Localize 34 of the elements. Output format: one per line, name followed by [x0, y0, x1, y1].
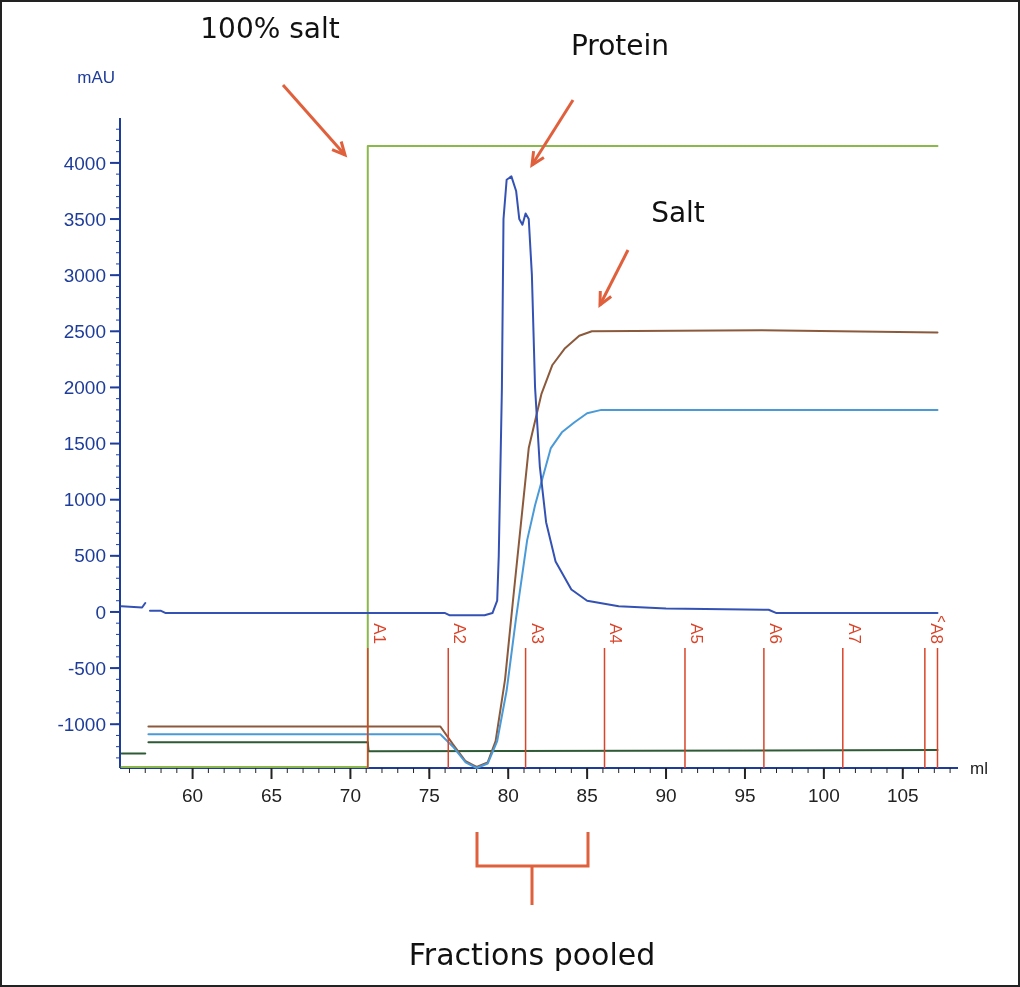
y-tick-label: 2500 — [63, 320, 106, 342]
text: Protein — [570, 29, 670, 62]
x-tick-label: 80 — [497, 785, 519, 806]
y-tick-label: 4000 — [63, 152, 106, 174]
y-tick-label: 1500 — [63, 433, 106, 455]
x-tick-label: 90 — [655, 785, 677, 806]
y-tick-label: 2000 — [63, 377, 106, 399]
x-tick-label: 85 — [576, 785, 598, 806]
ref-line-label: A2 — [450, 623, 470, 644]
ref-line-label: A5 — [686, 623, 706, 644]
y-tick-label: -1000 — [57, 713, 106, 735]
ref-line-label: A1 — [369, 623, 389, 644]
ref-line-label: A3 — [527, 623, 547, 644]
x-tick-label: 60 — [182, 785, 204, 806]
ref-line-label: A4 — [606, 623, 626, 644]
text: 100% salt — [200, 12, 340, 45]
y-tick-label: 3500 — [63, 208, 106, 230]
y-axis-title: mAU — [77, 68, 115, 87]
annotation: Salt — [651, 196, 705, 229]
x-tick-label: 105 — [886, 785, 919, 806]
x-tick-label: 65 — [260, 785, 283, 806]
ref-line-label: A7 — [844, 623, 864, 644]
x-axis-title: ml — [970, 759, 988, 778]
x-tick-label: 70 — [339, 785, 361, 806]
ref-line-label: A6 — [765, 623, 785, 644]
y-tick-label: -500 — [67, 657, 106, 679]
x-tick-label: 75 — [418, 785, 440, 806]
y-tick-label: 3000 — [63, 264, 106, 286]
x-tick-label: 95 — [734, 785, 756, 806]
y-tick-label: 0 — [95, 601, 106, 623]
y-tick-label: 500 — [74, 545, 106, 567]
x-tick-label: 100 — [808, 785, 840, 806]
text: Fractions pooled — [408, 937, 656, 972]
y-tick-label: 1000 — [63, 489, 106, 511]
